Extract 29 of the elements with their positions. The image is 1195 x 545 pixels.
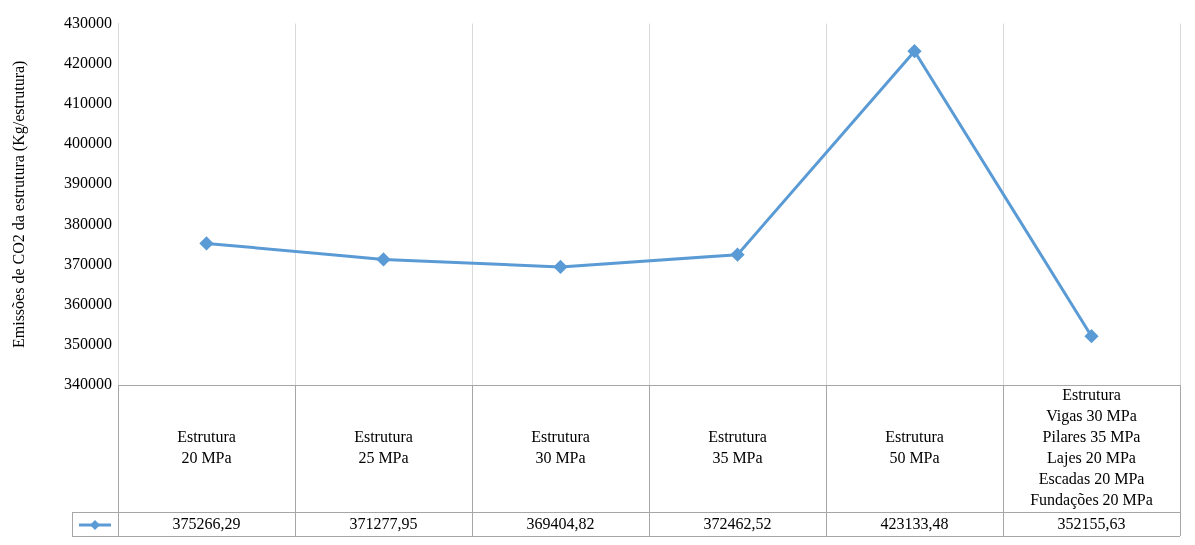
y-tick-label: 340000 <box>64 375 112 393</box>
x-tick-label: Estrutura 35 MPa <box>708 428 767 467</box>
point <box>908 44 921 58</box>
y-tick-label: 360000 <box>64 294 112 312</box>
x-tick-label: Estrutura 30 MPa <box>531 428 590 467</box>
y-tick-label: 400000 <box>64 134 112 152</box>
data-label: 352155,63 <box>1057 515 1126 533</box>
point <box>377 252 390 266</box>
data-label: 423133,48 <box>880 515 949 533</box>
y-axis-title: Emissões de CO2 da estrutura (Kg/estrutura) <box>9 60 28 349</box>
point <box>1085 329 1098 343</box>
point <box>554 260 567 274</box>
y-tick-label: 430000 <box>64 13 112 31</box>
y-tick-label: 390000 <box>64 174 112 192</box>
x-tick-label: Estrutura 20 MPa <box>177 428 236 467</box>
data-label: 375266,29 <box>172 515 241 533</box>
x-tick-label: Estrutura 50 MPa <box>885 428 944 467</box>
data-label: 371277,95 <box>349 515 418 533</box>
y-tick-label: 350000 <box>64 335 112 353</box>
data-label: 369404,82 <box>526 515 595 533</box>
y-tick-label: 370000 <box>64 254 112 272</box>
x-tick-label: Estrutura 25 MPa <box>354 428 413 467</box>
point <box>200 236 213 250</box>
data-label: 372462,52 <box>703 515 772 533</box>
y-tick-label: 420000 <box>64 53 112 71</box>
y-tick-label: 410000 <box>64 94 112 112</box>
point <box>731 248 744 262</box>
y-tick-label: 380000 <box>64 214 112 232</box>
x-tick-label: Estrutura Vigas 30 MPa Pilares 35 MPa Lajes 20 MPa Escadas 20 MPa Fundações 20 MPa <box>1030 386 1153 510</box>
